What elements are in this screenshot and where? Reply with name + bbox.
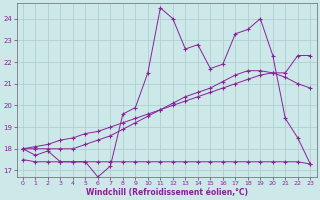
- X-axis label: Windchill (Refroidissement éolien,°C): Windchill (Refroidissement éolien,°C): [85, 188, 248, 197]
